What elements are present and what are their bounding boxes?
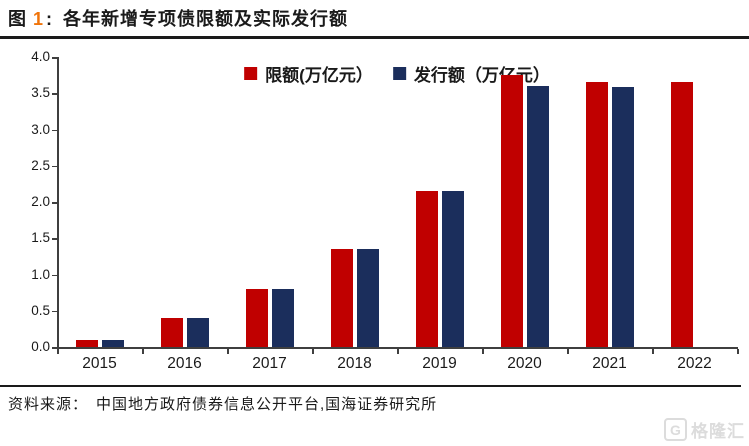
x-axis-category-label: 2019: [422, 355, 457, 372]
bar-2019-issuance: [441, 191, 464, 347]
legend-label-quota: 限额(万亿元）: [265, 66, 373, 85]
y-axis-tick-label: 4.0: [31, 49, 50, 64]
footer-divider: [0, 385, 741, 387]
quota-swatch-icon: [244, 67, 258, 80]
y-axis-tick: [52, 238, 57, 240]
x-axis-tick: [737, 349, 739, 354]
bar-2019-quota: [415, 191, 438, 347]
legend-item-issuance: 发行额（万亿元）: [392, 61, 550, 86]
y-axis-tick-label: 2.5: [31, 157, 50, 173]
x-axis-tick: [482, 349, 484, 354]
y-axis-tick-label: 3.0: [31, 121, 50, 137]
x-axis-category-label: 2021: [592, 355, 627, 372]
bar-2020-issuance: [526, 86, 549, 347]
y-axis-line: [57, 57, 59, 347]
y-axis-tick: [52, 310, 57, 313]
x-axis-tick: [397, 349, 399, 354]
figure-title-text: 各年新增专项债限额及实际发行额: [63, 9, 349, 29]
source-note: 资料来源： 中国地方政府债券信息公开平台,国海证券研究所: [8, 393, 437, 414]
y-axis-tick: [52, 165, 57, 168]
figure-title: 图 1: 各年新增专项债限额及实际发行额: [8, 5, 348, 31]
x-axis-line: [57, 347, 738, 349]
gelonghui-watermark-text: 格隆汇: [691, 422, 745, 441]
x-axis-tick: [142, 349, 144, 354]
y-axis-tick-label: 0.5: [31, 302, 50, 318]
x-axis-category-label: 2017: [252, 355, 287, 372]
bar-2015-quota: [75, 339, 98, 347]
y-axis-tick-label: 3.5: [31, 85, 50, 101]
x-axis-tick: [567, 349, 569, 354]
x-axis-tick: [652, 349, 654, 354]
x-axis-category-label: 2016: [167, 355, 202, 372]
bar-2018-quota: [330, 249, 353, 347]
bar-2015-issuance: [101, 340, 124, 347]
y-axis-tick: [52, 57, 57, 59]
bar-2021-quota: [585, 82, 608, 347]
bar-chart: 限额(万亿元） 发行额（万亿元） 0.0 0.5 1.0 1.5 2.0 2.5 3.0 3.…: [0, 45, 749, 385]
bar-2016-quota: [160, 318, 183, 347]
x-axis-category-label: 2018: [337, 355, 372, 372]
bar-2020-quota: [500, 75, 523, 347]
bar-2016-issuance: [186, 318, 209, 347]
x-axis-tick: [312, 349, 314, 354]
y-axis-tick: [52, 202, 57, 204]
y-axis-tick-label: 1.5: [31, 230, 50, 246]
bar-2021-issuance: [611, 87, 634, 347]
x-axis-category-label: 2015: [82, 355, 117, 372]
y-axis-tick-label: 2.0: [31, 194, 50, 209]
y-axis-tick: [52, 93, 57, 95]
legend-label-issuance: 发行额（万亿元）: [413, 66, 550, 85]
figure-label: 图: [8, 9, 27, 29]
gelonghui-logo-icon: G: [664, 418, 687, 441]
gelonghui-watermark: G 格隆汇: [664, 417, 745, 442]
x-axis-tick: [57, 349, 59, 354]
x-axis-tick: [227, 349, 229, 354]
y-axis-tick: [52, 129, 57, 131]
bar-2018-issuance: [356, 249, 379, 347]
y-axis-tick-label: 1.0: [31, 266, 50, 282]
y-axis-tick: [52, 274, 57, 276]
y-axis-tick-label: 0.0: [31, 339, 50, 354]
figure-colon: :: [46, 9, 54, 29]
x-axis-category-label: 2020: [507, 355, 542, 372]
bar-2017-issuance: [271, 289, 294, 347]
x-axis-category-label: 2022: [677, 355, 712, 372]
bar-2017-quota: [245, 289, 268, 347]
source-text: 中国地方政府债券信息公开平台,国海证券研究所: [96, 396, 438, 413]
figure-number: 1: [33, 9, 45, 29]
y-axis-tick: [52, 347, 57, 349]
legend-item-quota: 限额(万亿元）: [244, 61, 373, 86]
issuance-swatch-icon: [392, 67, 406, 80]
bar-2022-quota: [670, 82, 693, 347]
title-divider: [0, 36, 749, 39]
source-label: 资料来源：: [8, 396, 89, 413]
